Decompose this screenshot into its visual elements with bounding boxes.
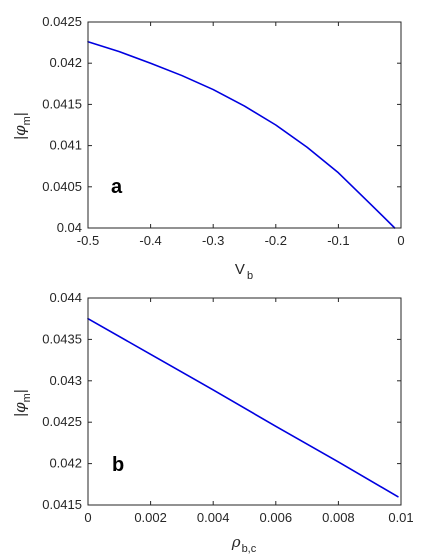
xtick-label: -0.4 xyxy=(139,233,161,248)
panel-a-letter: a xyxy=(111,176,123,198)
series-line xyxy=(87,40,396,229)
ytick-label: 0.043 xyxy=(49,373,82,388)
ytick-label: 0.0415 xyxy=(42,497,82,512)
xtick-label: 0.008 xyxy=(322,510,355,525)
panel-a-ylabel-sub: m xyxy=(21,116,33,125)
ytick-label: 0.0405 xyxy=(42,179,82,194)
xtick-label: -0.1 xyxy=(327,233,349,248)
panel-a-ticks xyxy=(87,21,402,229)
xtick-label: 0.004 xyxy=(197,510,230,525)
ytick-label: 0.0425 xyxy=(42,14,82,29)
xtick-label: -0.2 xyxy=(265,233,287,248)
xtick-label: 0.01 xyxy=(388,510,413,525)
panel-a-ylabel: |φm| xyxy=(11,112,33,140)
panel-b-ylabel-symbol: φ xyxy=(11,402,29,413)
xtick-label: 0.006 xyxy=(260,510,293,525)
panel-a-xlabel-main: V xyxy=(235,261,245,278)
ytick-label: 0.0425 xyxy=(42,414,82,429)
panel-b-xlabel: ρb,c xyxy=(231,533,257,555)
panel-a-ylabel-pre: | xyxy=(12,136,29,140)
panel-b-ticks xyxy=(87,297,402,506)
xtick-label: 0.002 xyxy=(134,510,167,525)
panel-b-ylabel: |φm| xyxy=(11,389,33,417)
panel-b: 0 0.002 0.004 0.006 0.008 0.01 0.0415 0.042 0.04… xyxy=(11,290,414,555)
panel-a: -0.5 -0.4 -0.3 -0.2 -0.1 0 0.04 0.0405 0.041 0.04… xyxy=(11,14,405,282)
series-line xyxy=(87,317,399,498)
xtick-label: 0 xyxy=(84,510,91,525)
panel-a-xlabel-sub: b xyxy=(247,270,253,282)
panel-b-xlabel-main: ρ xyxy=(231,533,241,551)
ytick-label: 0.04 xyxy=(57,220,82,235)
panel-b-ylabel-sub: m xyxy=(21,393,33,402)
ytick-label: 0.0415 xyxy=(42,96,82,111)
panel-b-tick-labels: 0 0.002 0.004 0.006 0.008 0.01 0.0415 0.042 0.04… xyxy=(42,290,413,525)
panel-a-ylabel-post: | xyxy=(12,112,29,116)
ytick-label: 0.042 xyxy=(49,55,82,70)
panel-b-ylabel-pre: | xyxy=(12,413,29,417)
ytick-label: 0.044 xyxy=(49,290,82,305)
ytick-label: 0.042 xyxy=(49,456,82,471)
panel-b-axes-frame xyxy=(87,297,402,506)
panel-a-tick-labels: -0.5 -0.4 -0.3 -0.2 -0.1 0 0.04 0.0405 0.041 0.04… xyxy=(42,14,404,248)
xtick-label: -0.5 xyxy=(77,233,99,248)
panel-a-axes-frame xyxy=(87,21,402,229)
ytick-label: 0.041 xyxy=(49,138,82,153)
ytick-label: 0.0435 xyxy=(42,331,82,346)
panel-b-ylabel-post: | xyxy=(12,389,29,393)
panel-b-curve-layer xyxy=(87,317,399,498)
xtick-label: -0.3 xyxy=(202,233,224,248)
panel-a-curve-layer xyxy=(87,40,396,229)
panel-b-letter: b xyxy=(112,454,124,476)
panel-a-ylabel-symbol: φ xyxy=(11,125,29,136)
panel-b-xlabel-sub: b,c xyxy=(242,543,257,555)
xtick-label: 0 xyxy=(397,233,404,248)
